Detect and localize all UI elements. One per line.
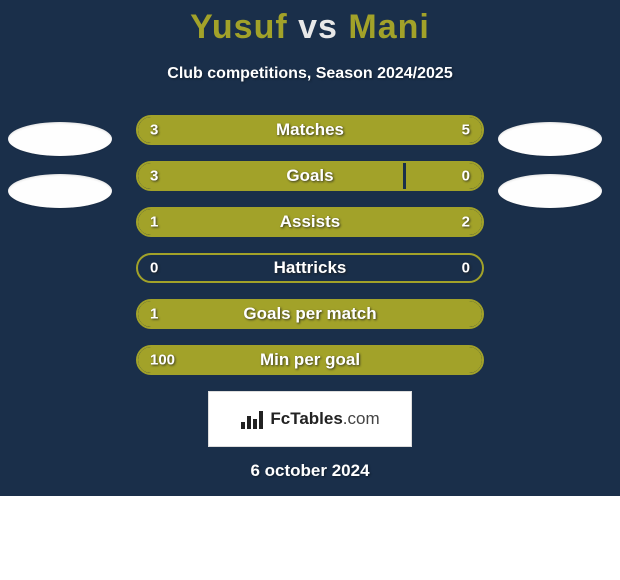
stat-value-right: 0 [462, 260, 470, 277]
bars-icon [240, 408, 264, 430]
brand-name: FcTables [270, 409, 342, 428]
brand-box: FcTables.com [208, 391, 412, 447]
stat-fill-right [406, 163, 482, 189]
stat-row: 30Goals [136, 161, 484, 191]
stat-row: 35Matches [136, 115, 484, 145]
vs-label: vs [298, 8, 338, 46]
player-badge [8, 174, 112, 208]
player2-name: Mani [348, 8, 429, 46]
stat-fill-left [138, 117, 267, 143]
stat-row: 1Goals per match [136, 299, 484, 329]
page-title: Yusuf vs Mani [0, 0, 620, 47]
stat-fill [138, 347, 482, 373]
stat-fill-right [267, 117, 482, 143]
stat-fill-right [253, 209, 482, 235]
player-badge [498, 122, 602, 156]
stat-fill [138, 301, 482, 327]
stat-fill-left [138, 209, 253, 235]
brand-text: FcTables.com [270, 409, 379, 429]
subtitle: Club competitions, Season 2024/2025 [0, 65, 620, 83]
stat-row: 12Assists [136, 207, 484, 237]
player-badge [8, 122, 112, 156]
comparison-panel: Yusuf vs Mani Club competitions, Season … [0, 0, 620, 496]
stat-label: Hattricks [138, 258, 482, 278]
player1-name: Yusuf [190, 8, 288, 46]
stat-row: 100Min per goal [136, 345, 484, 375]
date: 6 october 2024 [0, 461, 620, 481]
stat-fill-left [138, 163, 403, 189]
brand-tld: .com [343, 409, 380, 428]
stat-value-left: 0 [150, 260, 158, 277]
player-badge [498, 174, 602, 208]
stat-row: 0 0Hattricks [136, 253, 484, 283]
